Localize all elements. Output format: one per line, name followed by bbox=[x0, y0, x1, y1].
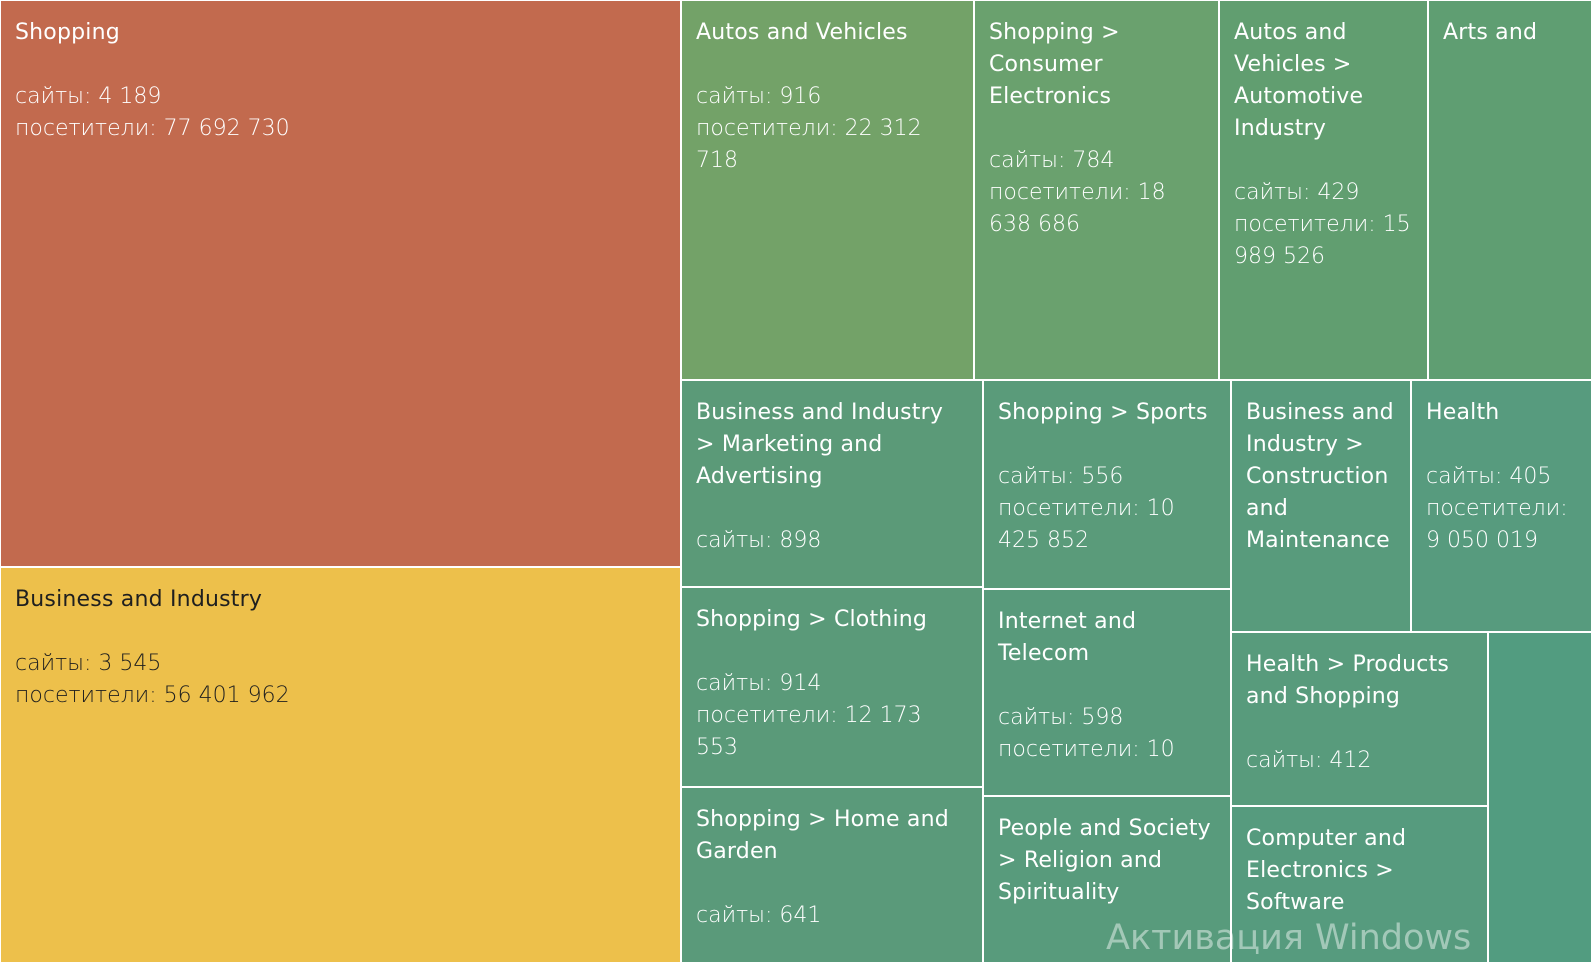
treemap-tile[interactable]: Shopping > Home and Garden сайты: 641 bbox=[682, 788, 982, 962]
tile-metrics: сайты: 429 посетители: 15 989 526 bbox=[1234, 177, 1413, 273]
tile-label: Business and Industry > Construction and… bbox=[1246, 400, 1394, 553]
tile-label: Shopping > Sports bbox=[998, 400, 1208, 425]
tile-metrics: сайты: 916 посетители: 22 312 718 bbox=[696, 81, 959, 177]
tile-sites: сайты: 916 bbox=[696, 84, 822, 109]
tile-sites: сайты: 641 bbox=[696, 903, 822, 928]
tile-label: Shopping > Clothing bbox=[696, 607, 928, 632]
tile-visitors: посетители: 10 425 852 bbox=[998, 496, 1175, 553]
treemap-tile[interactable]: Arts and bbox=[1429, 1, 1591, 379]
tile-metrics: сайты: 412 bbox=[1246, 745, 1473, 777]
tile-metrics: сайты: 898 bbox=[696, 525, 968, 557]
tile-metrics: сайты: 598 посетители: 10 bbox=[998, 702, 1216, 766]
treemap-tile[interactable] bbox=[1489, 633, 1591, 962]
treemap-tile[interactable]: Autos and Vehicles > Automotive Industry… bbox=[1220, 1, 1427, 379]
tile-sites: сайты: 914 bbox=[696, 671, 822, 696]
tile-metrics: сайты: 4 189 посетители: 77 692 730 bbox=[15, 81, 666, 145]
treemap-tile[interactable]: Shopping > Clothing сайты: 914 посетители:… bbox=[682, 588, 982, 786]
treemap-tile[interactable]: People and Society > Religion and Spirit… bbox=[984, 797, 1230, 962]
tile-metrics: сайты: 784 посетители: 18 638 686 bbox=[989, 145, 1204, 241]
tile-metrics: сайты: 405 посетители: 9 050 019 bbox=[1426, 461, 1577, 557]
tile-label: Shopping > Consumer Electronics bbox=[989, 20, 1120, 109]
treemap-tile[interactable]: Shopping > Sports сайты: 556 посетители: 1… bbox=[984, 381, 1230, 588]
tile-label: Health > Products and Shopping bbox=[1246, 652, 1450, 709]
treemap-tile[interactable]: Business and Industry сайты: 3 545 посетит… bbox=[1, 568, 680, 962]
treemap-tile[interactable]: Business and Industry > Construction and… bbox=[1232, 381, 1410, 631]
tile-label: Autos and Vehicles > Automotive Industry bbox=[1234, 20, 1364, 141]
tile-label: Computer and Electronics > Software bbox=[1246, 826, 1407, 915]
tile-sites: сайты: 556 bbox=[998, 464, 1124, 489]
treemap-tile[interactable]: Shopping сайты: 4 189 посетители: 77 692 7… bbox=[1, 1, 680, 566]
tile-sites: сайты: 405 bbox=[1426, 464, 1552, 489]
tile-sites: сайты: 598 bbox=[998, 705, 1124, 730]
treemap-tile[interactable]: Business and Industry > Marketing and Ad… bbox=[682, 381, 982, 586]
tile-metrics: сайты: 914 посетители: 12 173 553 bbox=[696, 668, 968, 764]
tile-label: Autos and Vehicles bbox=[696, 20, 908, 45]
tile-label: Business and Industry > Marketing and Ad… bbox=[696, 400, 944, 489]
tile-sites: сайты: 429 bbox=[1234, 180, 1360, 205]
tile-sites: сайты: 4 189 bbox=[15, 84, 162, 109]
tile-visitors: посетители: 15 989 526 bbox=[1234, 212, 1411, 269]
tile-visitors: посетители: 56 401 962 bbox=[15, 683, 290, 708]
tile-label: People and Society > Religion and Spirit… bbox=[998, 816, 1211, 905]
tile-label: Arts and bbox=[1443, 20, 1538, 45]
tile-visitors: посетители: 12 173 553 bbox=[696, 703, 922, 760]
tile-label: Shopping bbox=[15, 20, 120, 45]
tile-metrics: сайты: 3 545 посетители: 56 401 962 bbox=[15, 648, 666, 712]
treemap-tile[interactable]: Computer and Electronics > Software bbox=[1232, 807, 1487, 962]
treemap-tile[interactable]: Internet and Telecom сайты: 598 посетители… bbox=[984, 590, 1230, 795]
tile-label: Shopping > Home and Garden bbox=[696, 807, 949, 864]
treemap-tile[interactable]: Shopping > Consumer Electronics сайты: 78… bbox=[975, 1, 1218, 379]
tile-sites: сайты: 784 bbox=[989, 148, 1115, 173]
tile-visitors: посетители: 10 bbox=[998, 737, 1175, 762]
tile-label: Internet and Telecom bbox=[998, 609, 1137, 666]
treemap-tile[interactable]: Autos and Vehicles сайты: 916 посетители: … bbox=[682, 1, 973, 379]
tile-sites: сайты: 898 bbox=[696, 528, 822, 553]
tile-label: Health bbox=[1426, 400, 1500, 425]
tile-metrics: сайты: 641 bbox=[696, 900, 968, 932]
tile-metrics: сайты: 556 посетители: 10 425 852 bbox=[998, 461, 1216, 557]
tile-sites: сайты: 412 bbox=[1246, 748, 1372, 773]
tile-visitors: посетители: 18 638 686 bbox=[989, 180, 1166, 237]
tile-visitors: посетители: 77 692 730 bbox=[15, 116, 290, 141]
treemap-tile[interactable]: Health сайты: 405 посетители: 9 050 019 bbox=[1412, 381, 1591, 631]
tile-label: Business and Industry bbox=[15, 587, 263, 612]
tile-visitors: посетители: 9 050 019 bbox=[1426, 496, 1568, 553]
tile-sites: сайты: 3 545 bbox=[15, 651, 162, 676]
tile-visitors: посетители: 22 312 718 bbox=[696, 116, 922, 173]
treemap-tile[interactable]: Health > Products and Shopping сайты: 412 bbox=[1232, 633, 1487, 805]
